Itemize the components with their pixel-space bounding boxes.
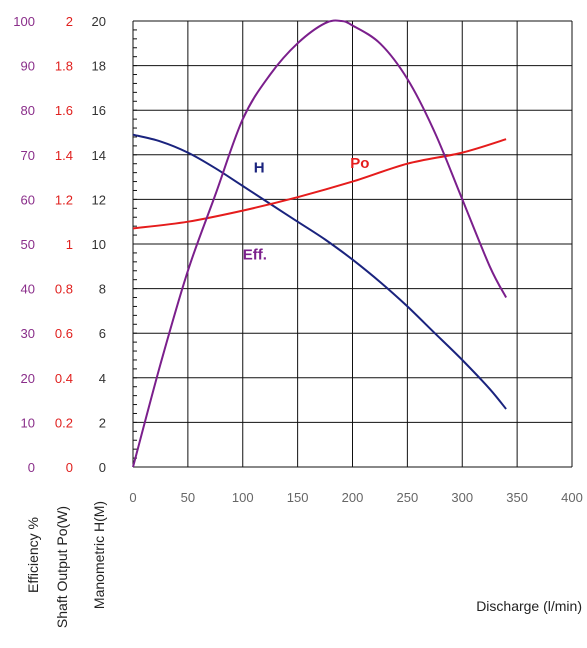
- power-tick-label: 0.6: [55, 326, 73, 341]
- series-labels: H Po Eff.: [243, 155, 370, 263]
- head-tick-label: 4: [99, 371, 106, 386]
- head-tick-label: 6: [99, 326, 106, 341]
- efficiency-tick-label: 0: [28, 460, 35, 475]
- power-tick-label: 0.2: [55, 415, 73, 430]
- series-label: Po: [350, 155, 369, 172]
- efficiency-tick-label: 70: [21, 148, 35, 163]
- x-tick-label: 300: [451, 490, 473, 505]
- head-tick-label: 16: [92, 103, 106, 118]
- series-eff-line: [132, 19, 507, 468]
- power-tick-label: 1.8: [55, 59, 73, 74]
- efficiency-tick-label: 10: [21, 415, 35, 430]
- efficiency-tick-label: 20: [21, 371, 35, 386]
- shaft-output-axis-label: Shaft Output Po(W): [54, 506, 70, 628]
- power-tick-label: 0: [66, 460, 73, 475]
- head-tick-label: 20: [92, 14, 106, 29]
- efficiency-axis-label: Efficiency %: [25, 517, 41, 593]
- head-tick-label: 10: [92, 237, 106, 252]
- series-po-line: [132, 138, 507, 230]
- efficiency-tick-label: 30: [21, 326, 35, 341]
- head-tick-label: 14: [92, 148, 106, 163]
- power-tick-label: 1.6: [55, 103, 73, 118]
- power-tick-label: 1.4: [55, 148, 73, 163]
- power-tick-label: 2: [66, 14, 73, 29]
- head-tick-label: 8: [99, 282, 106, 297]
- efficiency-tick-label: 90: [21, 59, 35, 74]
- x-tick-label: 150: [287, 490, 309, 505]
- head-tick-label: 12: [92, 192, 106, 207]
- manometric-head-axis-label: Manometric H(M): [91, 501, 107, 609]
- x-tick-label: 100: [232, 490, 254, 505]
- grid-lines: [132, 20, 573, 468]
- efficiency-tick-label: 40: [21, 282, 35, 297]
- head-tick-label: 18: [92, 59, 106, 74]
- power-tick-label: 0.4: [55, 371, 73, 386]
- series-label: Eff.: [243, 247, 267, 264]
- x-tick-label: 400: [561, 490, 583, 505]
- x-tick-label: 50: [181, 490, 195, 505]
- x-tick-label: 200: [342, 490, 364, 505]
- power-tick-label: 1.2: [55, 192, 73, 207]
- axis-titles: Discharge (l/min) Efficiency % Shaft Out…: [25, 501, 582, 628]
- efficiency-tick-label: 80: [21, 103, 35, 118]
- head-tick-label: 0: [99, 460, 106, 475]
- x-tick-label: 350: [506, 490, 528, 505]
- series-h-line: [132, 133, 507, 410]
- x-tick-label: 0: [129, 490, 136, 505]
- efficiency-tick-label: 100: [13, 14, 35, 29]
- x-axis-ticks: 0 50 100 150 200 250 300 350 400: [129, 490, 582, 505]
- y-axes-ticks: 010203040506070809010000.20.40.60.811.21…: [13, 14, 106, 475]
- x-tick-label: 250: [397, 490, 419, 505]
- power-tick-label: 0.8: [55, 282, 73, 297]
- efficiency-tick-label: 60: [21, 192, 35, 207]
- series-label: H: [254, 160, 265, 177]
- x-axis-label: Discharge (l/min): [476, 598, 582, 614]
- series-curves: [132, 19, 507, 468]
- efficiency-tick-label: 50: [21, 237, 35, 252]
- head-tick-label: 2: [99, 415, 106, 430]
- power-tick-label: 1: [66, 237, 73, 252]
